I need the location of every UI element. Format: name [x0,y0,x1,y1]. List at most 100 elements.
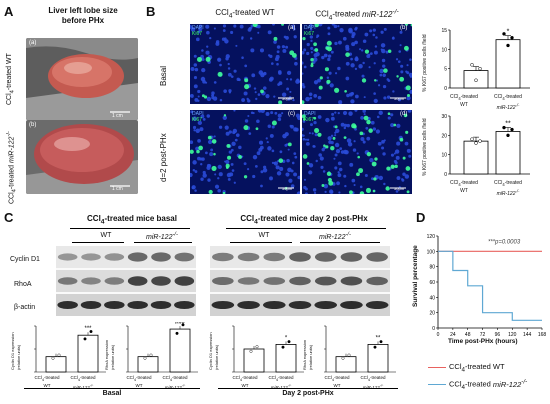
ki67-cell [387,112,391,116]
y-tick-label: 20 [441,133,447,139]
ki67-cell [318,85,323,90]
x-tick-label: 96 [495,332,501,336]
nucleus [276,45,281,49]
nucleus [337,40,342,45]
nucleus [373,98,378,104]
ki67-cell [313,116,317,120]
nucleus [267,124,272,129]
nucleus [395,155,400,160]
nucleus [304,192,308,194]
nucleus [353,183,356,187]
ki67-cell [289,50,295,56]
nucleus [206,114,211,118]
nucleus [302,72,304,75]
nucleus [263,165,267,169]
nucleus [407,110,412,113]
nucleus [311,132,314,135]
band-cyclin [212,252,234,262]
ki67-cell [405,85,411,91]
nucleus [286,158,290,163]
bar [137,356,159,373]
nucleus [335,128,340,134]
nucleus [313,120,317,125]
nucleus [342,36,347,41]
nucleus [294,155,298,159]
nucleus [382,152,386,156]
c-right-ko: miR-122-/- [319,232,351,242]
nucleus [192,169,196,172]
c-cyclin-phx-chart: * [232,325,304,373]
band-actin [127,301,148,309]
nucleus [260,184,263,188]
nucleus [210,148,214,152]
micro-3-inset: (c) [288,111,295,117]
nucleus [303,178,307,181]
micro-2-ki67: Ki67 [304,31,315,37]
b-top-chart: 0 5 10 15 * [441,28,530,92]
nucleus [278,81,283,86]
nucleus [286,78,289,81]
band-actin [237,301,260,309]
ki67-cell [226,143,231,148]
nucleus [273,161,276,165]
nucleus [404,141,409,146]
band-actin [340,301,363,309]
nucleus [310,39,313,43]
nucleus [290,184,295,188]
ki67-cell [271,120,277,126]
nucleus [404,174,410,179]
nucleus [273,95,276,98]
ki67-cell [364,49,370,54]
nucleus [308,163,314,168]
nucleus [278,71,282,75]
significance: ### [175,322,186,326]
nucleus [356,152,359,155]
c2-x2: CCl4-treated miR-122-/- [162,375,188,391]
nucleus [190,66,195,71]
ki67-cell [227,155,232,160]
nucleus [195,146,200,151]
nucleus [376,115,380,119]
nucleus [227,72,232,77]
nucleus [190,140,194,145]
band-rhoa [174,276,195,286]
panel-b-col1-title: CCl4-treated WT [215,8,275,20]
nucleus [406,96,411,101]
nucleus [366,136,371,141]
ki67-cell [357,155,361,159]
liver-wt-inset: (a) [29,40,37,46]
nucleus [354,57,359,62]
d-legend-ko: CCl4-treated miR-122-/- [428,378,527,391]
nucleus [305,96,310,102]
nucleus [409,89,412,94]
micro-4-inset: (d) [400,111,408,117]
nucleus [331,24,335,26]
nucleus [193,54,197,58]
micro-3-ki67: Ki67 [192,117,203,123]
nucleus [302,61,304,65]
ki67-cell [345,52,350,57]
nucleus [327,32,331,36]
nucleus [197,120,203,126]
nucleus [379,68,384,74]
nucleus [346,138,352,143]
nucleus [313,57,318,62]
nucleus [224,125,229,130]
nucleus [252,154,258,160]
nucleus [270,111,274,115]
nucleus [383,27,387,31]
ki67-cell [405,166,411,171]
nucleus [343,123,348,127]
ki67-cell [213,152,216,156]
nucleus [190,93,194,98]
nucleus [197,30,201,34]
nucleus [197,138,201,143]
nucleus [305,141,310,146]
nucleus [225,131,230,136]
ki67-cell [328,180,334,186]
nucleus [359,185,363,189]
nucleus [314,133,318,137]
nucleus [206,45,209,48]
nucleus [231,141,236,146]
ki67-cell [255,127,259,131]
